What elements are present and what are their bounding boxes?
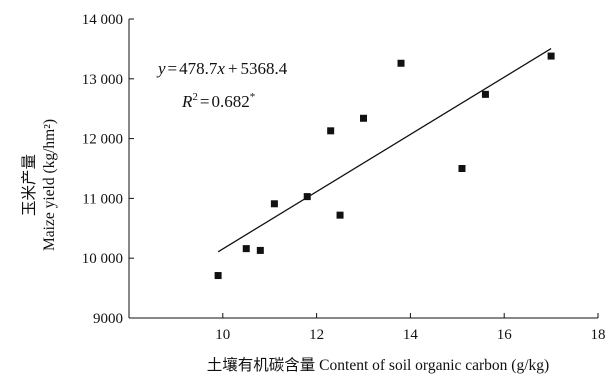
r-var: R (181, 92, 193, 111)
r-value: 0.682 (211, 92, 249, 111)
y-axis-title: 玉米产量 Maize yield (kg/hm²) (20, 119, 58, 251)
data-point (256, 246, 264, 254)
y-axis-title-cn: 玉米产量 (20, 154, 38, 216)
data-point (336, 211, 344, 219)
data-point (397, 59, 405, 67)
trend-line (217, 47, 552, 253)
y-ticks: 9000 10 000 11 000 12 000 13 000 14 000 (82, 12, 134, 327)
eq-y-var: y (156, 59, 166, 78)
significance-mark: * (250, 91, 256, 103)
x-tick-label: 12 (309, 327, 324, 343)
data-point (242, 245, 250, 253)
eq-plus: + (228, 59, 238, 78)
data-point (303, 193, 311, 201)
data-point (214, 272, 222, 280)
eq-equals: = (168, 59, 178, 78)
eq-intercept: 5368.4 (241, 59, 288, 78)
x-tick-label: 10 (215, 327, 230, 343)
data-point (481, 90, 489, 98)
data-point (547, 52, 555, 60)
data-point (270, 200, 278, 208)
r-equals: = (200, 92, 210, 111)
y-tick-label: 9000 (93, 311, 123, 327)
axes (128, 19, 598, 319)
eq-slope: 478.7 (179, 59, 218, 78)
regression-equation: y = 478.7x +5368.4 (156, 59, 288, 78)
x-ticks: 10 12 14 16 18 (215, 313, 606, 343)
data-point (360, 114, 367, 122)
eq-x-var: x (216, 59, 225, 78)
y-axis-title-en: Maize yield (kg/hm²) (41, 119, 58, 251)
y-tick-label: 14 000 (82, 12, 123, 28)
x-axis-title: 土壤有机碳含量 Content of soil organic carbon (… (207, 355, 549, 374)
y-tick-label: 13 000 (82, 72, 123, 88)
x-tick-label: 16 (497, 327, 513, 343)
r-squared: R2 = 0.682* (181, 91, 255, 111)
x-tick-label: 14 (403, 327, 419, 343)
trend-layer (217, 47, 552, 253)
points-layer (214, 52, 555, 280)
data-point (327, 127, 335, 135)
y-tick-label: 12 000 (82, 132, 123, 148)
r-exp: 2 (192, 91, 198, 103)
y-tick-label: 10 000 (82, 251, 123, 267)
y-tick-label: 11 000 (82, 191, 123, 207)
x-tick-label: 18 (591, 327, 606, 343)
data-point (458, 165, 466, 172)
